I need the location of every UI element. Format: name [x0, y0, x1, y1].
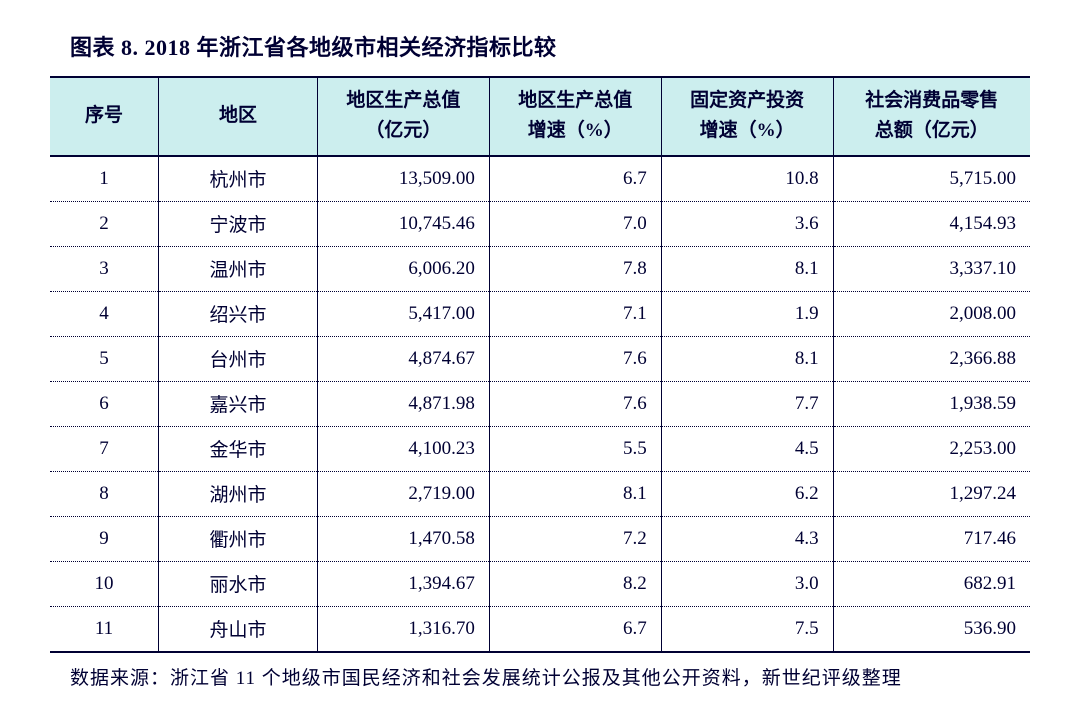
- cell-index: 8: [50, 471, 159, 516]
- cell-region: 台州市: [159, 336, 318, 381]
- table-header-row: 序号 地区 地区生产总值 （亿元） 地区生产总值 增速（%） 固定资产投资 增速…: [50, 77, 1030, 156]
- table-title: 图表 8. 2018 年浙江省各地级市相关经济指标比较: [70, 30, 1030, 62]
- cell-retail: 2,253.00: [833, 426, 1030, 471]
- data-source-note: 数据来源：浙江省 11 个地级市国民经济和社会发展统计公报及其他公开资料，新世纪…: [70, 663, 1030, 690]
- cell-gdp: 1,470.58: [318, 516, 490, 561]
- col-header-line2: 增速（%）: [528, 120, 623, 141]
- table-row: 4绍兴市5,417.007.11.92,008.00: [50, 291, 1030, 336]
- cell-gdp: 1,316.70: [318, 606, 490, 652]
- cell-fai-growth: 6.2: [661, 471, 833, 516]
- cell-region: 宁波市: [159, 201, 318, 246]
- col-header-region: 地区: [159, 77, 318, 156]
- col-header-index: 序号: [50, 77, 159, 156]
- cell-gdp: 4,874.67: [318, 336, 490, 381]
- col-header-gdp: 地区生产总值 （亿元）: [318, 77, 490, 156]
- cell-gdp-growth: 7.8: [489, 246, 661, 291]
- economic-indicators-table: 序号 地区 地区生产总值 （亿元） 地区生产总值 增速（%） 固定资产投资 增速…: [50, 76, 1030, 653]
- cell-gdp-growth: 8.2: [489, 561, 661, 606]
- col-header-gdp-growth: 地区生产总值 增速（%）: [489, 77, 661, 156]
- cell-gdp-growth: 8.1: [489, 471, 661, 516]
- cell-fai-growth: 1.9: [661, 291, 833, 336]
- table-row: 9衢州市1,470.587.24.3717.46: [50, 516, 1030, 561]
- cell-fai-growth: 10.8: [661, 156, 833, 202]
- cell-retail: 717.46: [833, 516, 1030, 561]
- col-header-line2: 增速（%）: [700, 120, 795, 141]
- cell-fai-growth: 8.1: [661, 246, 833, 291]
- cell-gdp: 4,871.98: [318, 381, 490, 426]
- cell-gdp: 6,006.20: [318, 246, 490, 291]
- col-header-line2: （亿元）: [365, 120, 441, 141]
- cell-gdp-growth: 7.1: [489, 291, 661, 336]
- col-header-retail: 社会消费品零售 总额（亿元）: [833, 77, 1030, 156]
- col-header-line1: 固定资产投资: [690, 90, 804, 111]
- cell-region: 杭州市: [159, 156, 318, 202]
- cell-gdp-growth: 6.7: [489, 156, 661, 202]
- cell-gdp: 5,417.00: [318, 291, 490, 336]
- cell-index: 4: [50, 291, 159, 336]
- table-row: 3温州市6,006.207.88.13,337.10: [50, 246, 1030, 291]
- cell-fai-growth: 4.3: [661, 516, 833, 561]
- cell-region: 衢州市: [159, 516, 318, 561]
- cell-gdp: 4,100.23: [318, 426, 490, 471]
- col-header-line2: 总额（亿元）: [875, 120, 989, 141]
- table-row: 10丽水市1,394.678.23.0682.91: [50, 561, 1030, 606]
- cell-fai-growth: 7.7: [661, 381, 833, 426]
- cell-gdp-growth: 7.6: [489, 336, 661, 381]
- cell-retail: 2,008.00: [833, 291, 1030, 336]
- cell-index: 7: [50, 426, 159, 471]
- table-row: 8湖州市2,719.008.16.21,297.24: [50, 471, 1030, 516]
- cell-fai-growth: 7.5: [661, 606, 833, 652]
- cell-index: 11: [50, 606, 159, 652]
- cell-gdp-growth: 5.5: [489, 426, 661, 471]
- cell-gdp: 10,745.46: [318, 201, 490, 246]
- cell-region: 嘉兴市: [159, 381, 318, 426]
- cell-retail: 3,337.10: [833, 246, 1030, 291]
- cell-index: 3: [50, 246, 159, 291]
- cell-index: 5: [50, 336, 159, 381]
- cell-retail: 1,938.59: [833, 381, 1030, 426]
- cell-gdp-growth: 7.6: [489, 381, 661, 426]
- cell-retail: 1,297.24: [833, 471, 1030, 516]
- cell-fai-growth: 3.0: [661, 561, 833, 606]
- cell-region: 绍兴市: [159, 291, 318, 336]
- table-row: 5台州市4,874.677.68.12,366.88: [50, 336, 1030, 381]
- cell-gdp: 1,394.67: [318, 561, 490, 606]
- table-body: 1杭州市13,509.006.710.85,715.002宁波市10,745.4…: [50, 156, 1030, 652]
- cell-region: 温州市: [159, 246, 318, 291]
- cell-fai-growth: 8.1: [661, 336, 833, 381]
- cell-region: 金华市: [159, 426, 318, 471]
- table-row: 1杭州市13,509.006.710.85,715.00: [50, 156, 1030, 202]
- cell-index: 2: [50, 201, 159, 246]
- table-row: 11舟山市1,316.706.77.5536.90: [50, 606, 1030, 652]
- col-header-line1: 地区生产总值: [346, 90, 460, 111]
- cell-gdp-growth: 6.7: [489, 606, 661, 652]
- cell-index: 10: [50, 561, 159, 606]
- cell-index: 9: [50, 516, 159, 561]
- cell-retail: 4,154.93: [833, 201, 1030, 246]
- table-row: 7金华市4,100.235.54.52,253.00: [50, 426, 1030, 471]
- cell-gdp-growth: 7.2: [489, 516, 661, 561]
- cell-fai-growth: 4.5: [661, 426, 833, 471]
- cell-region: 舟山市: [159, 606, 318, 652]
- col-header-line1: 地区生产总值: [518, 90, 632, 111]
- cell-gdp: 2,719.00: [318, 471, 490, 516]
- cell-gdp-growth: 7.0: [489, 201, 661, 246]
- col-header-fai-growth: 固定资产投资 增速（%）: [661, 77, 833, 156]
- cell-region: 湖州市: [159, 471, 318, 516]
- cell-retail: 536.90: [833, 606, 1030, 652]
- table-row: 2宁波市10,745.467.03.64,154.93: [50, 201, 1030, 246]
- col-header-text: 序号: [85, 105, 123, 126]
- cell-gdp: 13,509.00: [318, 156, 490, 202]
- cell-retail: 682.91: [833, 561, 1030, 606]
- col-header-line1: 社会消费品零售: [865, 90, 998, 111]
- cell-fai-growth: 3.6: [661, 201, 833, 246]
- cell-index: 6: [50, 381, 159, 426]
- cell-retail: 2,366.88: [833, 336, 1030, 381]
- cell-region: 丽水市: [159, 561, 318, 606]
- col-header-text: 地区: [219, 105, 257, 126]
- cell-index: 1: [50, 156, 159, 202]
- table-row: 6嘉兴市4,871.987.67.71,938.59: [50, 381, 1030, 426]
- cell-retail: 5,715.00: [833, 156, 1030, 202]
